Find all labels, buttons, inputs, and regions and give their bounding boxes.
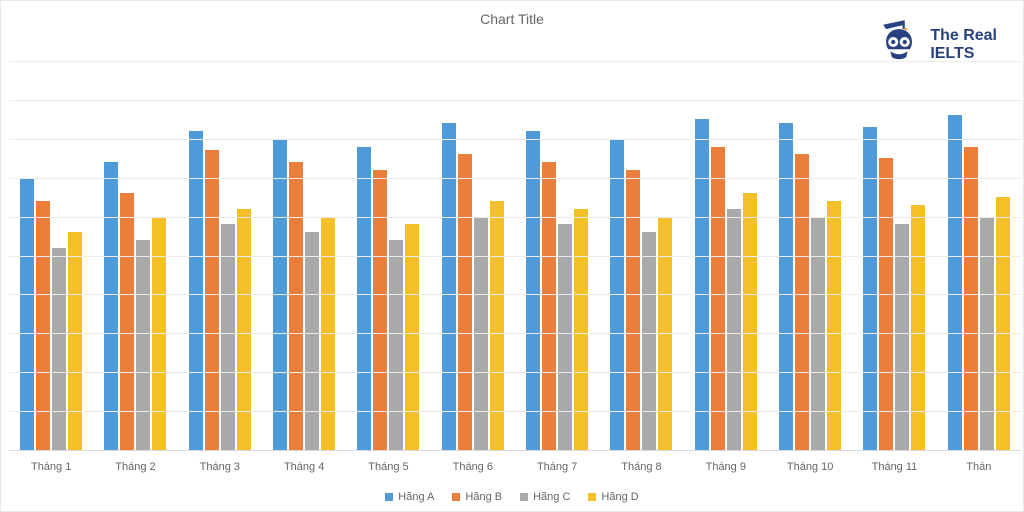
x-axis-label: Tháng 8 bbox=[599, 461, 683, 473]
legend: Hãng A Hãng B Hãng C Hãng D bbox=[1, 491, 1023, 503]
legend-swatch bbox=[452, 493, 460, 501]
x-axis-label: Tháng 5 bbox=[346, 461, 430, 473]
bar bbox=[895, 224, 909, 450]
x-axis-label: Tháng 6 bbox=[431, 461, 515, 473]
bar bbox=[68, 232, 82, 450]
x-axis-label: Thán bbox=[937, 461, 1021, 473]
bar bbox=[221, 224, 235, 450]
bar bbox=[827, 201, 841, 450]
legend-label: Hãng B bbox=[465, 491, 502, 503]
bar bbox=[136, 240, 150, 450]
brand-text-line1: The Real bbox=[930, 27, 997, 45]
gridline bbox=[9, 333, 1021, 334]
legend-swatch bbox=[520, 493, 528, 501]
bar bbox=[911, 205, 925, 450]
bar bbox=[795, 154, 809, 450]
bar bbox=[948, 115, 962, 450]
bar bbox=[405, 224, 419, 450]
bar bbox=[626, 170, 640, 450]
x-axis-label: Tháng 10 bbox=[768, 461, 852, 473]
legend-swatch bbox=[588, 493, 596, 501]
chart-title: Chart Title bbox=[1, 11, 1023, 27]
bar bbox=[695, 119, 709, 450]
bar bbox=[727, 209, 741, 450]
bar bbox=[357, 147, 371, 450]
gridline bbox=[9, 178, 1021, 179]
x-axis-label: Tháng 11 bbox=[852, 461, 936, 473]
gridline bbox=[9, 256, 1021, 257]
bar bbox=[289, 162, 303, 450]
bar bbox=[574, 209, 588, 450]
plot-area bbox=[9, 61, 1021, 451]
gridline bbox=[9, 61, 1021, 62]
bar bbox=[879, 158, 893, 450]
bar bbox=[189, 131, 203, 450]
gridline bbox=[9, 411, 1021, 412]
bar bbox=[104, 162, 118, 450]
x-axis-label: Tháng 9 bbox=[684, 461, 768, 473]
legend-item: Hãng A bbox=[385, 491, 434, 503]
bar bbox=[542, 162, 556, 450]
x-axis-label: Tháng 4 bbox=[262, 461, 346, 473]
x-axis-label: Tháng 1 bbox=[9, 461, 93, 473]
legend-label: Hãng A bbox=[398, 491, 434, 503]
legend-label: Hãng D bbox=[601, 491, 638, 503]
brand-text: The Real IELTS bbox=[930, 27, 997, 62]
chart-container: Chart Title The Real IELTS bbox=[0, 0, 1024, 512]
x-axis-label: Tháng 7 bbox=[515, 461, 599, 473]
bar bbox=[458, 154, 472, 450]
gridline bbox=[9, 139, 1021, 140]
bar bbox=[36, 201, 50, 450]
legend-label: Hãng C bbox=[533, 491, 570, 503]
gridline bbox=[9, 217, 1021, 218]
bar bbox=[442, 123, 456, 450]
bar bbox=[558, 224, 572, 450]
bar bbox=[52, 248, 66, 450]
bar bbox=[526, 131, 540, 450]
legend-item: Hãng D bbox=[588, 491, 638, 503]
gridline bbox=[9, 100, 1021, 101]
gridline bbox=[9, 294, 1021, 295]
bar bbox=[490, 201, 504, 450]
legend-item: Hãng C bbox=[520, 491, 570, 503]
bar bbox=[779, 123, 793, 450]
gridline bbox=[9, 372, 1021, 373]
bar bbox=[711, 147, 725, 450]
x-axis-labels: Tháng 1Tháng 2Tháng 3Tháng 4Tháng 5Tháng… bbox=[9, 461, 1021, 473]
bar bbox=[389, 240, 403, 450]
bar bbox=[237, 209, 251, 450]
bar bbox=[305, 232, 319, 450]
legend-swatch bbox=[385, 493, 393, 501]
brand-text-line2: IELTS bbox=[930, 45, 997, 63]
bar bbox=[20, 178, 34, 450]
bar bbox=[964, 147, 978, 450]
x-axis-label: Tháng 3 bbox=[178, 461, 262, 473]
bar bbox=[863, 127, 877, 450]
bar bbox=[205, 150, 219, 450]
bar bbox=[642, 232, 656, 450]
legend-item: Hãng B bbox=[452, 491, 502, 503]
bar bbox=[373, 170, 387, 450]
x-axis-label: Tháng 2 bbox=[93, 461, 177, 473]
